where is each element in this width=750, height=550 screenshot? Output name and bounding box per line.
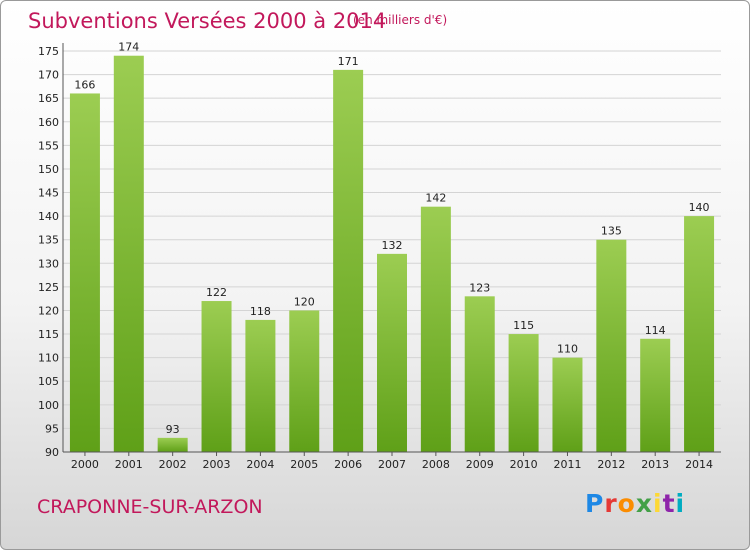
- y-tick-label: 155: [38, 139, 59, 152]
- x-tick-label: 2003: [203, 458, 231, 471]
- bar-2014: [684, 216, 715, 452]
- logo-letter: i: [653, 489, 663, 518]
- bar-2013: [640, 338, 671, 452]
- logo-letter: x: [635, 489, 653, 518]
- value-label-2014: 140: [689, 201, 710, 214]
- value-label-2008: 142: [425, 192, 446, 205]
- value-label-2009: 123: [469, 281, 490, 294]
- logo-letter: i: [675, 489, 686, 518]
- bar-2000: [69, 93, 100, 452]
- bar-2004: [245, 319, 276, 452]
- bar-2003: [201, 301, 232, 452]
- y-tick-label: 175: [38, 45, 59, 58]
- value-label-2003: 122: [206, 286, 227, 299]
- chart-subtitle: (en milliers d'€): [353, 13, 448, 27]
- logo-letter: r: [604, 489, 618, 518]
- y-tick-label: 170: [38, 69, 59, 82]
- y-tick-label: 125: [38, 281, 59, 294]
- value-label-2013: 114: [645, 324, 666, 337]
- bar-2007: [377, 253, 407, 452]
- value-label-2007: 132: [382, 239, 403, 252]
- y-axis-labels: 90 95 100 105 110 115 120 125 130 135 140 145 150 155…: [38, 45, 59, 459]
- y-tick-label: 105: [38, 375, 59, 388]
- x-tick-label: 2014: [685, 458, 713, 471]
- x-tick-label: 2006: [334, 458, 362, 471]
- y-tick-label: 90: [45, 446, 59, 459]
- y-tick-label: 160: [38, 116, 59, 129]
- y-tick-label: 100: [38, 399, 59, 412]
- y-tick-label: 140: [38, 210, 59, 223]
- x-tick-label: 2012: [597, 458, 625, 471]
- y-tick-label: 130: [38, 257, 59, 270]
- bar-2011: [552, 357, 583, 452]
- x-tick-label: 2008: [422, 458, 450, 471]
- y-tick-label: 135: [38, 234, 59, 247]
- bar-2012: [596, 239, 627, 452]
- x-tick-label: 2002: [159, 458, 187, 471]
- bar-2002: [157, 437, 188, 452]
- proxiti-logo: Proxiti: [585, 489, 685, 518]
- x-axis-labels: 2000 2001 2002 2003 2004 2005 2006 2007 2008 2009…: [71, 452, 713, 471]
- x-tick-label: 2007: [378, 458, 406, 471]
- x-tick-label: 2009: [466, 458, 494, 471]
- x-tick-label: 2001: [115, 458, 143, 471]
- value-label-2005: 120: [294, 295, 315, 308]
- y-tick-label: 150: [38, 163, 59, 176]
- commune-name: CRAPONNE-SUR-ARZON: [37, 496, 263, 518]
- value-label-2004: 118: [250, 305, 271, 318]
- x-tick-label: 2000: [71, 458, 99, 471]
- y-tick-label: 110: [38, 352, 59, 365]
- bar-2010: [508, 334, 539, 452]
- value-labels: 166 174 93 122 118 120 171 132 142 123 115 110 135 11…: [74, 41, 709, 436]
- value-label-2002: 93: [166, 423, 180, 436]
- x-tick-label: 2010: [510, 458, 538, 471]
- x-tick-label: 2005: [290, 458, 318, 471]
- bars: [69, 55, 715, 452]
- y-tick-label: 165: [38, 92, 59, 105]
- value-label-2001: 174: [118, 41, 139, 54]
- logo-letter: o: [617, 489, 636, 518]
- y-tick-label: 145: [38, 187, 59, 200]
- logo-letter: P: [585, 489, 605, 518]
- bar-2009: [464, 296, 495, 452]
- logo-letter: t: [662, 489, 676, 518]
- bar-2001: [113, 55, 144, 452]
- x-tick-label: 2011: [553, 458, 581, 471]
- y-tick-label: 115: [38, 328, 59, 341]
- bar-2008: [420, 206, 451, 452]
- value-label-2000: 166: [74, 78, 95, 91]
- x-tick-label: 2004: [246, 458, 274, 471]
- value-label-2010: 115: [513, 319, 534, 332]
- y-tick-label: 120: [38, 304, 59, 317]
- y-tick-label: 95: [45, 422, 59, 435]
- x-tick-label: 2013: [641, 458, 669, 471]
- value-label-2006: 171: [338, 55, 359, 68]
- bar-2006: [333, 69, 364, 452]
- axes: [62, 43, 721, 453]
- value-label-2011: 110: [557, 343, 578, 356]
- bar-2005: [289, 310, 320, 452]
- chart-title: Subventions Versées 2000 à 2014: [28, 9, 387, 33]
- value-label-2012: 135: [601, 225, 622, 238]
